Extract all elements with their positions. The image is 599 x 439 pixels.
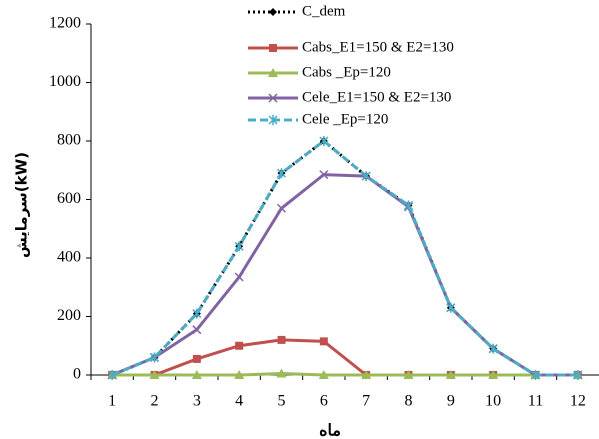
- x-tick-label: 1: [108, 393, 116, 410]
- x-tick-label: 9: [447, 393, 455, 410]
- x-tick-label: 12: [570, 393, 586, 410]
- marker: [573, 370, 583, 380]
- legend-label: Cabs_E1=150 & E2=130: [302, 39, 454, 55]
- marker: [276, 168, 287, 179]
- marker: [192, 354, 201, 363]
- x-tick-label: 11: [528, 393, 543, 410]
- marker: [192, 308, 202, 319]
- marker: [319, 337, 328, 346]
- marker: [361, 171, 371, 182]
- legend-marker: [268, 93, 278, 103]
- marker: [488, 343, 498, 354]
- legend-entry: Cele _Ep=120: [248, 111, 388, 127]
- x-tick-label: 5: [278, 393, 286, 410]
- marker: [234, 241, 244, 252]
- y-tick-label: 400: [57, 249, 81, 266]
- marker: [192, 325, 202, 335]
- marker: [149, 370, 160, 379]
- x-axis-label: ماه: [319, 423, 341, 439]
- x-tick-label: 3: [193, 393, 201, 410]
- legend-marker: [268, 115, 278, 125]
- marker: [319, 170, 329, 180]
- legend-marker: [268, 68, 278, 77]
- marker: [403, 370, 414, 379]
- marker: [234, 370, 245, 379]
- legend-label: Cele_E1=150 & E2=130: [302, 89, 451, 105]
- marker: [107, 370, 117, 380]
- x-tick-label: 10: [485, 393, 501, 410]
- x-tick-label: 6: [320, 393, 328, 410]
- marker: [234, 272, 244, 282]
- marker: [276, 368, 287, 378]
- marker: [276, 203, 287, 213]
- marker: [277, 335, 286, 344]
- y-tick-label: 1200: [49, 15, 81, 32]
- legend-label: C_dem: [302, 3, 346, 19]
- legend-label: Cabs _Ep=120: [302, 64, 391, 80]
- marker: [318, 370, 329, 379]
- legend-entry: Cabs_E1=150 & E2=130: [248, 39, 454, 55]
- series-line: [112, 372, 578, 377]
- x-tick-label: 2: [151, 393, 159, 410]
- x-tick-label: 8: [405, 393, 413, 410]
- y-tick-label: 600: [57, 190, 81, 207]
- y-tick-label: 200: [57, 307, 81, 324]
- y-tick-label: 800: [57, 132, 81, 149]
- marker: [488, 370, 499, 379]
- marker: [446, 302, 456, 313]
- x-tick-label: 4: [235, 393, 243, 410]
- marker: [191, 370, 202, 379]
- legend-entry: C_dem: [248, 3, 346, 19]
- marker: [445, 370, 456, 379]
- legend-marker: [269, 8, 277, 16]
- y-tick-label: 1000: [49, 73, 81, 90]
- marker: [235, 341, 244, 350]
- legend-label: Cele _Ep=120: [302, 111, 388, 127]
- legend-entry: Cele_E1=150 & E2=130: [248, 89, 451, 105]
- legend-marker: [269, 44, 277, 52]
- y-axis-label: سرمایش(kW): [13, 152, 31, 258]
- x-tick-label: 7: [362, 393, 370, 410]
- marker: [149, 352, 160, 363]
- marker: [530, 370, 541, 380]
- marker: [361, 370, 372, 379]
- legend-entry: Cabs _Ep=120: [248, 64, 391, 80]
- series-line: [111, 173, 578, 377]
- marker: [403, 200, 414, 211]
- series-line: [111, 139, 578, 377]
- y-tick-label: 0: [73, 366, 81, 383]
- marker: [319, 136, 329, 146]
